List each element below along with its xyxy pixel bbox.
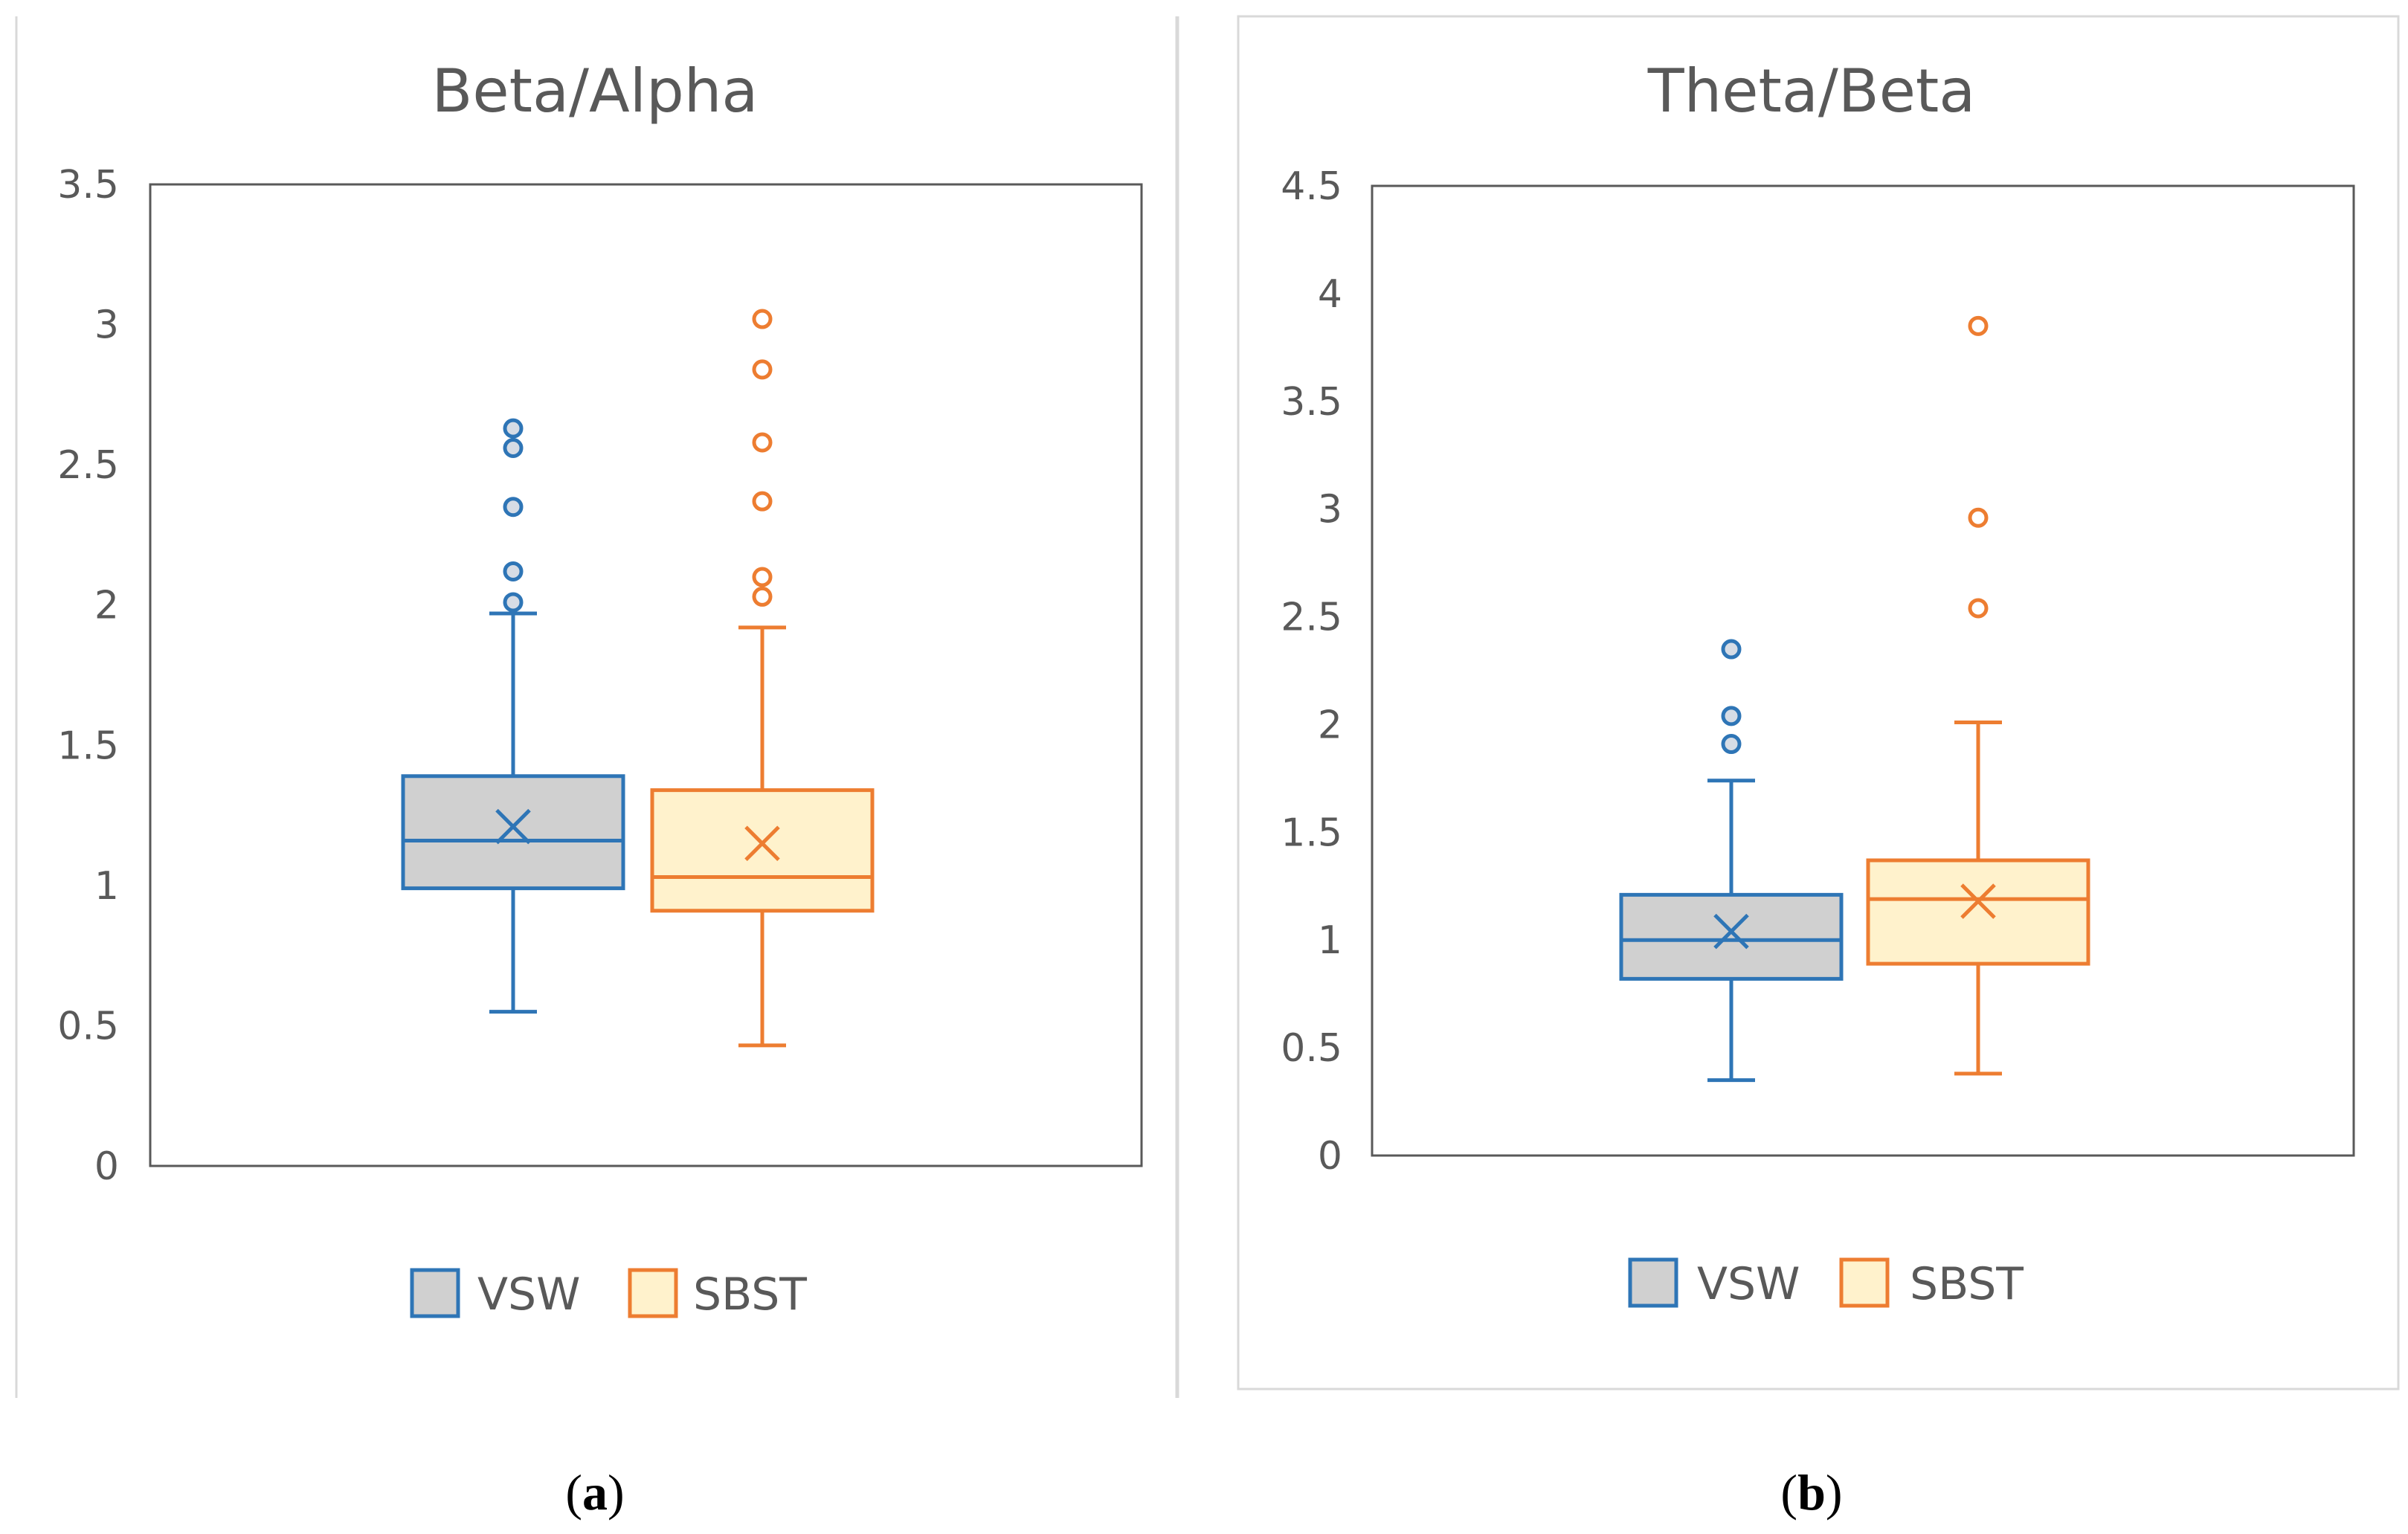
legend-item-vsw: VSW <box>410 1268 580 1321</box>
outlier-point <box>1721 734 1742 755</box>
chart-b-frame <box>1237 15 2400 1390</box>
outlier-point <box>503 592 524 613</box>
plot-area <box>149 183 1143 1167</box>
mean-marker-stroke <box>1960 883 1996 919</box>
y-tick-label: 0.5 <box>1281 1026 1342 1071</box>
outlier-point <box>752 432 773 453</box>
y-tick-label: 3.5 <box>1281 380 1342 425</box>
legend-item-sbst: SBST <box>1839 1257 2024 1310</box>
outlier-point <box>503 418 524 439</box>
chart-title: Theta/Beta <box>1647 57 1976 126</box>
iqr-box <box>1866 858 2090 966</box>
y-tick-label: 1.5 <box>1281 810 1342 855</box>
caption-letter: b <box>1797 1464 1826 1521</box>
box-vsw <box>401 418 625 1014</box>
iqr-box <box>650 788 875 913</box>
caption-open-paren: ( <box>1780 1464 1797 1521</box>
mean-marker-stroke <box>495 808 531 845</box>
outlier-point <box>1968 507 1989 528</box>
legend-swatch <box>1628 1257 1678 1308</box>
y-tick-label: 1 <box>94 864 119 909</box>
outlier-point <box>503 438 524 459</box>
outlier-point <box>1968 598 1989 619</box>
mean-marker-stroke <box>1713 913 1749 950</box>
outlier-point <box>752 567 773 587</box>
y-tick-label: 1.5 <box>57 724 119 768</box>
outlier-point <box>1721 706 1742 726</box>
legend-label: SBST <box>693 1269 807 1321</box>
caption-letter: a <box>582 1464 608 1521</box>
mean-marker <box>1960 883 1996 919</box>
outlier-point <box>752 586 773 607</box>
legend-item-sbst: SBST <box>628 1268 807 1321</box>
y-tick-label: 2 <box>1318 703 1342 747</box>
chart-beta-alpha: Beta/Alpha 0 0.5 1 1.5 2 2.5 3 3.5 VSW SBST (a) <box>57 57 1143 1521</box>
mean-marker <box>744 825 780 862</box>
legend-swatch <box>628 1268 678 1318</box>
outlier-point <box>503 561 524 581</box>
legend-label: VSW <box>1697 1258 1800 1310</box>
legend-label: SBST <box>1910 1258 2024 1310</box>
iqr-box <box>1619 892 1844 981</box>
y-tick-label: 2 <box>94 584 119 628</box>
y-tick-label: 3 <box>94 303 119 348</box>
iqr-box <box>401 774 625 891</box>
caption-close-paren: ) <box>1826 1464 1843 1521</box>
caption-open-paren: ( <box>565 1464 582 1521</box>
mean-marker-stroke <box>744 825 780 862</box>
outlier-point <box>503 497 524 518</box>
mean-marker <box>495 808 531 845</box>
panel-caption: (b) <box>1780 1464 1842 1521</box>
caption-close-paren: ) <box>608 1464 625 1521</box>
y-tick-label: 4.5 <box>1281 164 1342 209</box>
y-tick-label: 0 <box>1318 1134 1342 1179</box>
box-sbst <box>1866 315 2090 1076</box>
outlier-point <box>1721 639 1742 660</box>
plot-area <box>1371 184 2355 1157</box>
legend-swatch <box>1839 1257 1890 1308</box>
y-tick-label: 2.5 <box>57 443 119 488</box>
outlier-point <box>752 359 773 380</box>
outlier-point <box>752 309 773 329</box>
y-tick-label: 0 <box>94 1144 119 1189</box>
y-tick-label: 4 <box>1318 272 1342 317</box>
y-tick-label: 2.5 <box>1281 596 1342 640</box>
y-tick-label: 3.5 <box>57 163 119 207</box>
legend-label: VSW <box>477 1269 580 1321</box>
outlier-point <box>752 491 773 512</box>
y-tick-label: 3 <box>1318 488 1342 532</box>
panel-caption: (a) <box>565 1464 624 1521</box>
legend-swatch <box>410 1268 460 1318</box>
outlier-point <box>1968 315 1989 336</box>
chart-theta-beta: Theta/Beta 0 0.5 1 1.5 2 2.5 3 3.5 4 4.5 VSW SBST (b) <box>1281 57 2355 1521</box>
box-vsw <box>1619 639 1844 1083</box>
legend-item-vsw: VSW <box>1628 1257 1800 1310</box>
box-sbst <box>650 309 875 1048</box>
y-tick-label: 0.5 <box>57 1004 119 1048</box>
mean-marker <box>1713 913 1749 950</box>
y-tick-label: 1 <box>1318 918 1342 963</box>
chart-title: Beta/Alpha <box>432 57 759 126</box>
